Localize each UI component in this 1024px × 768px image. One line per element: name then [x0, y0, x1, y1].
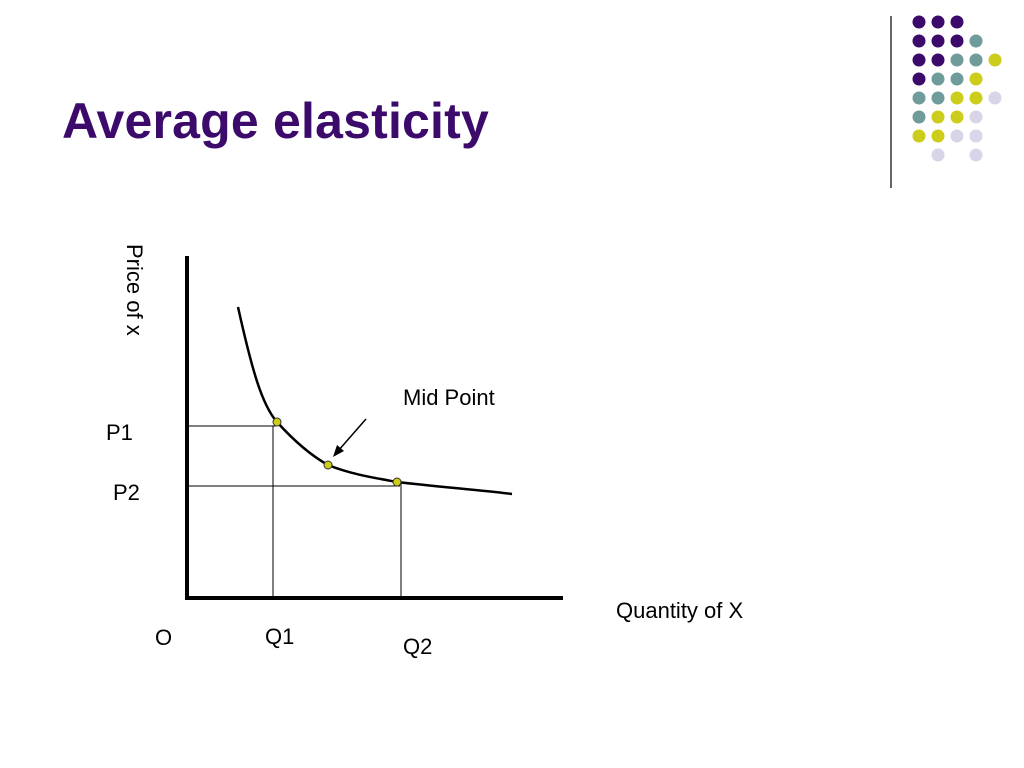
decor-dot: [950, 129, 964, 143]
decor-dot: [969, 91, 983, 105]
x-axis-label: Quantity of X: [616, 598, 744, 623]
q1-label: Q1: [265, 624, 294, 649]
decor-dot: [912, 53, 926, 67]
decor-dot: [969, 110, 983, 124]
decor-dot: [950, 110, 964, 124]
decor-dot: [969, 53, 983, 67]
decor-dot: [950, 15, 964, 29]
decor-dot: [931, 53, 945, 67]
midpoint-arrow-shaft: [337, 418, 367, 452]
p2-label: P2: [113, 480, 140, 505]
decor-dot: [912, 110, 926, 124]
midpoint-label: Mid Point: [403, 385, 495, 410]
decor-dot: [950, 72, 964, 86]
decorative-divider: [890, 16, 892, 188]
decor-dot: [912, 34, 926, 48]
decor-dot: [912, 91, 926, 105]
decor-dot: [969, 148, 983, 162]
point-p1-q1: [272, 417, 282, 427]
point-p2-q2: [392, 477, 402, 487]
decor-dot: [931, 110, 945, 124]
decor-dot: [931, 91, 945, 105]
decor-dot: [912, 72, 926, 86]
decor-dot: [950, 53, 964, 67]
decor-dot: [988, 53, 1002, 67]
p1-label: P1: [106, 420, 133, 445]
decor-dot: [969, 34, 983, 48]
slide-title: Average elasticity: [62, 93, 489, 149]
decor-dot: [969, 129, 983, 143]
decor-dot: [912, 15, 926, 29]
decor-dot: [988, 91, 1002, 105]
origin-label: O: [155, 625, 172, 650]
decor-dot: [912, 129, 926, 143]
y-axis-label: Price of x: [122, 244, 147, 336]
decor-dot: [931, 129, 945, 143]
decor-dot: [931, 148, 945, 162]
decorative-dot-grid: [912, 15, 1002, 162]
midpoint-marker: [323, 460, 333, 470]
decor-dot: [950, 34, 964, 48]
decor-dot: [931, 34, 945, 48]
decor-dot: [931, 15, 945, 29]
decor-dot: [969, 72, 983, 86]
q2-label: Q2: [403, 634, 432, 659]
midpoint-arrow-head: [333, 445, 344, 457]
decor-dot: [931, 72, 945, 86]
decor-dot: [950, 91, 964, 105]
